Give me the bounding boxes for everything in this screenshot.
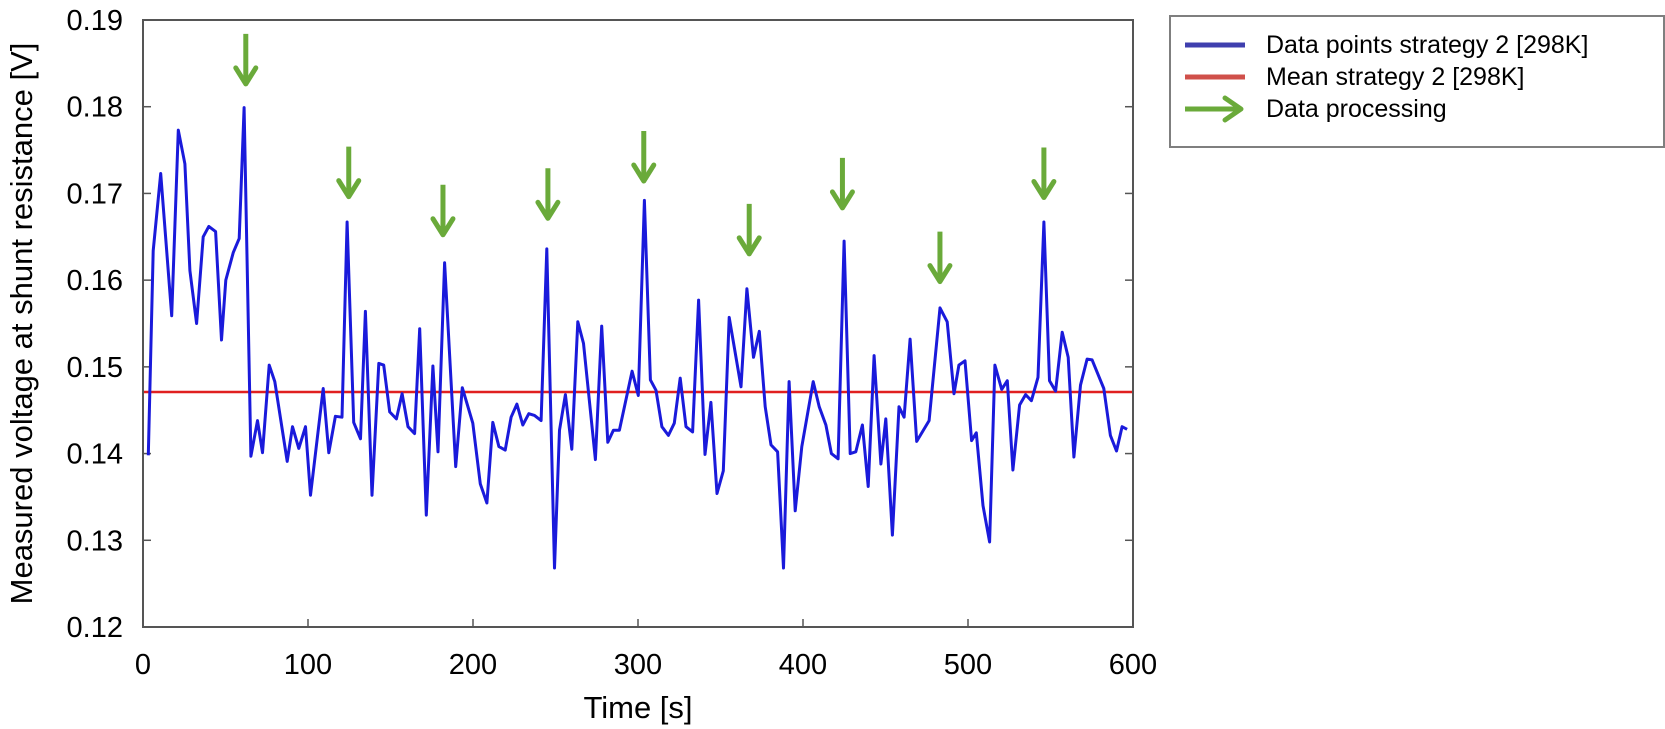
- y-tick-label: 0.18: [67, 92, 123, 124]
- y-tick-label: 0.14: [67, 439, 123, 471]
- arrow-head: [430, 216, 456, 238]
- down-arrow-icon: [336, 146, 362, 200]
- x-tick-labels: 0 100 200 300 400 500 600: [135, 649, 1157, 681]
- x-tick-label: 100: [284, 649, 332, 681]
- legend-label: Data processing: [1266, 95, 1447, 123]
- down-arrow-icon: [829, 157, 855, 211]
- axis-ticks: [142, 19, 1134, 628]
- data-processing-arrows: [233, 33, 1057, 285]
- y-tick-label: 0.12: [67, 612, 123, 644]
- y-tick-label: 0.19: [67, 5, 123, 37]
- data-series-line: [146, 106, 1128, 570]
- down-arrow-icon: [736, 203, 762, 257]
- arrow-head: [829, 189, 855, 211]
- down-arrow-icon: [631, 131, 657, 184]
- x-tick-label: 300: [614, 649, 662, 681]
- y-tick-label: 0.16: [67, 265, 123, 297]
- x-axis-title: Time [s]: [583, 690, 692, 725]
- legend-label: Data points strategy 2 [298K]: [1266, 31, 1589, 59]
- arrow-head: [631, 162, 657, 184]
- arrow-head: [736, 235, 762, 257]
- legend-label: Mean strategy 2 [298K]: [1266, 63, 1525, 91]
- x-tick-label: 400: [779, 649, 827, 681]
- plot-frame: [142, 19, 1134, 628]
- legend-blue-line-icon: [1185, 42, 1245, 48]
- legend: Data points strategy 2 [298K] Mean strat…: [1169, 15, 1665, 148]
- y-tick-label: 0.13: [67, 525, 123, 557]
- down-arrow-icon: [233, 33, 259, 87]
- legend-green-arrow-icon: [1185, 95, 1244, 123]
- y-axis-title: Measured voltage at shunt resistance [V]: [4, 43, 39, 605]
- down-arrow-icon: [535, 168, 561, 221]
- arrow-head: [1031, 178, 1057, 200]
- y-tick-label: 0.17: [67, 178, 123, 210]
- y-tick-label: 0.15: [67, 352, 123, 384]
- arrow-head: [927, 263, 953, 285]
- x-tick-label: 0: [135, 649, 151, 681]
- y-tick-labels: 0.12 0.13 0.14 0.15 0.16 0.17 0.18 0.19: [67, 5, 123, 644]
- x-tick-label: 500: [944, 649, 992, 681]
- down-arrow-icon: [927, 231, 953, 285]
- down-arrow-icon: [1031, 147, 1057, 200]
- legend-red-line-icon: [1185, 74, 1245, 80]
- down-arrow-icon: [430, 184, 456, 238]
- arrow-head: [336, 178, 362, 200]
- x-tick-label: 200: [449, 649, 497, 681]
- arrow-head: [535, 199, 561, 221]
- x-tick-label: 600: [1109, 649, 1157, 681]
- arrow-head: [233, 65, 259, 87]
